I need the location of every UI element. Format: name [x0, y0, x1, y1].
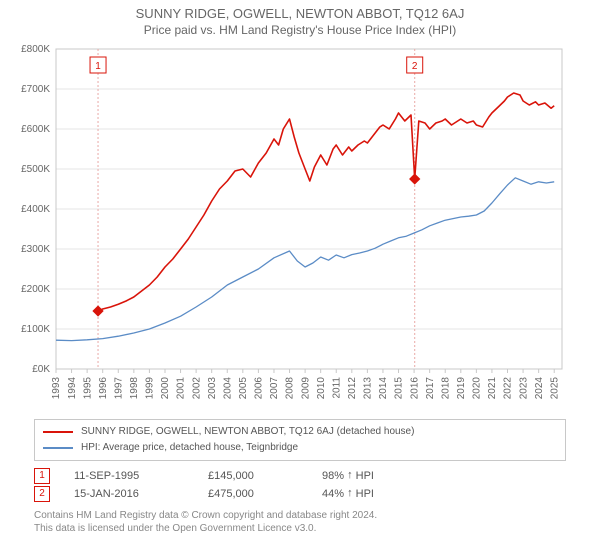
chart-legend: SUNNY RIDGE, OGWELL, NEWTON ABBOT, TQ12 … [34, 419, 566, 461]
footnote: Contains HM Land Registry data © Crown c… [34, 509, 566, 535]
marker-price: £475,000 [208, 485, 298, 503]
marker-date: 15-JAN-2016 [74, 485, 184, 503]
svg-text:2009: 2009 [300, 377, 311, 400]
svg-text:1997: 1997 [113, 377, 124, 400]
svg-text:2018: 2018 [440, 377, 451, 400]
chart-svg: £0K £100K £200K £300K £400K £500K £600K £700K £8… [10, 43, 570, 413]
svg-text:£300K: £300K [21, 244, 50, 255]
legend-swatch [43, 447, 73, 448]
svg-text:2007: 2007 [269, 377, 280, 400]
svg-text:1994: 1994 [67, 377, 78, 400]
legend-row: HPI: Average price, detached house, Teig… [43, 440, 557, 456]
price-chart: £0K £100K £200K £300K £400K £500K £600K £700K £8… [10, 43, 590, 413]
svg-text:2003: 2003 [207, 377, 218, 400]
svg-text:1998: 1998 [129, 377, 140, 400]
svg-text:2016: 2016 [409, 377, 420, 400]
svg-text:2013: 2013 [363, 377, 374, 400]
legend-swatch [43, 431, 73, 433]
page-title: SUNNY RIDGE, OGWELL, NEWTON ABBOT, TQ12 … [10, 6, 590, 21]
footnote-line: Contains HM Land Registry data © Crown c… [34, 509, 566, 522]
svg-text:2019: 2019 [456, 377, 467, 400]
svg-text:2025: 2025 [549, 377, 560, 400]
svg-text:2022: 2022 [503, 377, 514, 400]
svg-text:2000: 2000 [160, 377, 171, 400]
marker-badge: 1 [34, 468, 50, 484]
marker-pct: 98% ↑ HPI [322, 467, 374, 485]
marker-pct: 44% ↑ HPI [322, 485, 374, 503]
svg-text:£0K: £0K [32, 364, 50, 375]
svg-text:2010: 2010 [316, 377, 327, 400]
svg-text:2002: 2002 [191, 377, 202, 400]
marker-badge: 2 [34, 486, 50, 502]
svg-text:1: 1 [95, 61, 101, 72]
svg-text:2024: 2024 [534, 377, 545, 400]
svg-text:£800K: £800K [21, 44, 50, 55]
svg-text:2020: 2020 [472, 377, 483, 400]
svg-text:1995: 1995 [82, 377, 93, 400]
svg-text:£500K: £500K [21, 164, 50, 175]
svg-text:2008: 2008 [285, 377, 296, 400]
footnote-line: This data is licensed under the Open Gov… [34, 522, 566, 535]
marker-table: 1 11-SEP-1995 £145,000 98% ↑ HPI 2 15-JAN-201… [34, 467, 566, 503]
svg-text:£600K: £600K [21, 124, 50, 135]
legend-label: HPI: Average price, detached house, Teig… [81, 440, 298, 456]
svg-text:2006: 2006 [254, 377, 265, 400]
svg-text:1993: 1993 [51, 377, 62, 400]
svg-text:2023: 2023 [518, 377, 529, 400]
svg-text:£200K: £200K [21, 284, 50, 295]
svg-text:1999: 1999 [145, 377, 156, 400]
svg-text:2: 2 [412, 61, 418, 72]
marker-row: 1 11-SEP-1995 £145,000 98% ↑ HPI [34, 467, 566, 485]
svg-text:2015: 2015 [394, 377, 405, 400]
marker-date: 11-SEP-1995 [74, 467, 184, 485]
page-subtitle: Price paid vs. HM Land Registry's House … [10, 23, 590, 37]
svg-text:£400K: £400K [21, 204, 50, 215]
svg-text:1996: 1996 [98, 377, 109, 400]
svg-text:£700K: £700K [21, 84, 50, 95]
svg-text:2012: 2012 [347, 377, 358, 400]
marker-price: £145,000 [208, 467, 298, 485]
svg-text:2011: 2011 [331, 377, 342, 399]
svg-text:2017: 2017 [425, 377, 436, 400]
legend-row: SUNNY RIDGE, OGWELL, NEWTON ABBOT, TQ12 … [43, 424, 557, 440]
svg-text:£100K: £100K [21, 324, 50, 335]
svg-text:2021: 2021 [487, 377, 498, 400]
svg-text:2001: 2001 [176, 377, 187, 400]
svg-text:2005: 2005 [238, 377, 249, 400]
svg-text:2004: 2004 [222, 377, 233, 400]
marker-row: 2 15-JAN-2016 £475,000 44% ↑ HPI [34, 485, 566, 503]
svg-text:2014: 2014 [378, 377, 389, 400]
legend-label: SUNNY RIDGE, OGWELL, NEWTON ABBOT, TQ12 … [81, 424, 414, 440]
